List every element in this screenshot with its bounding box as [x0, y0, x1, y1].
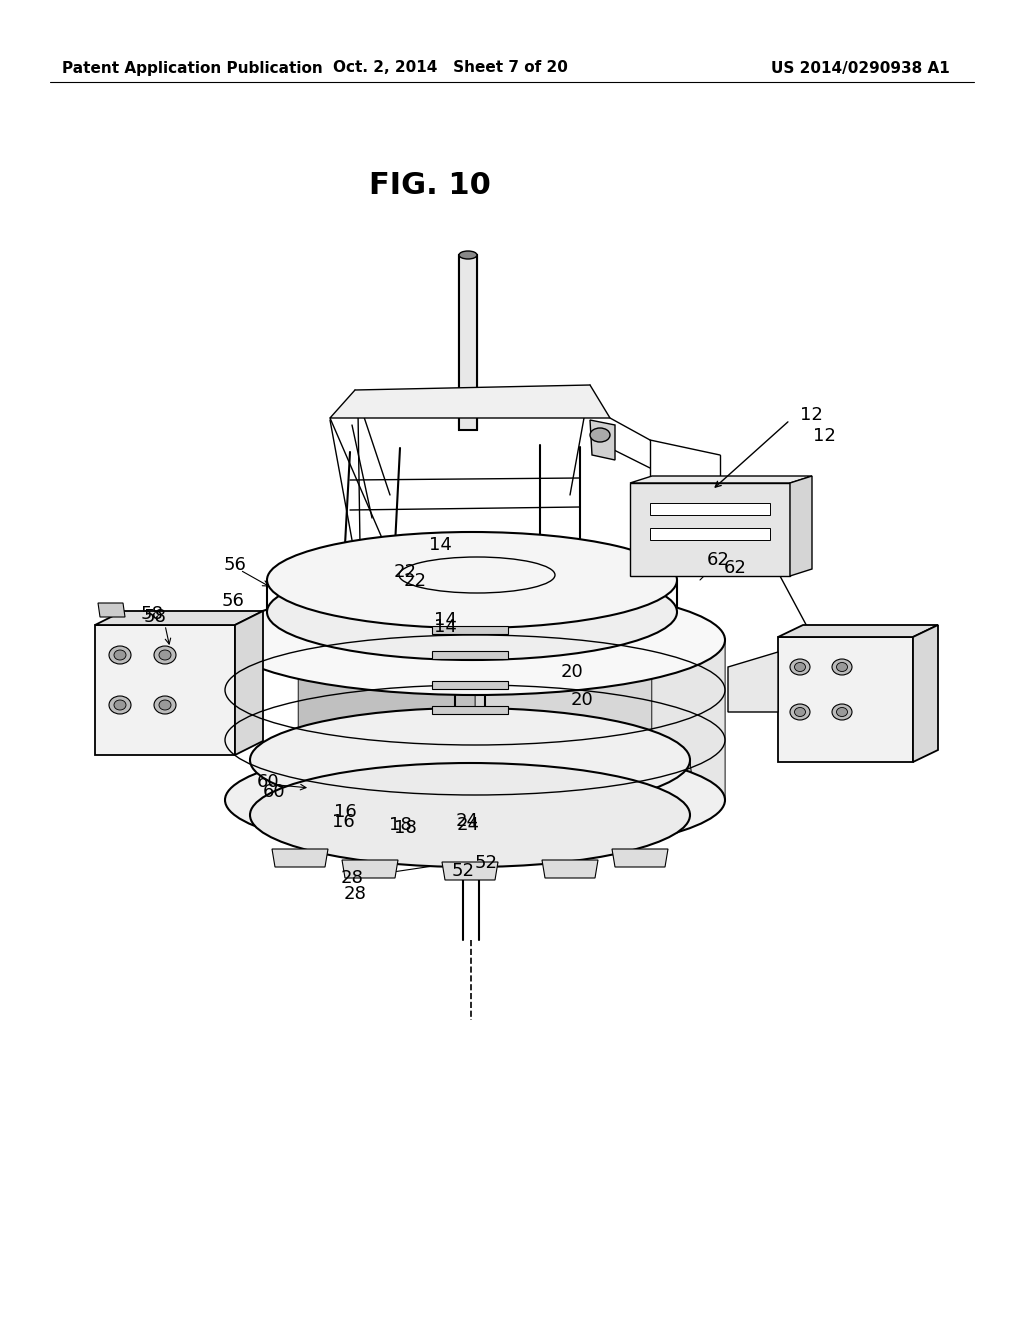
Text: 62: 62 — [724, 558, 746, 577]
Ellipse shape — [837, 663, 848, 672]
Polygon shape — [630, 477, 812, 483]
Text: 24: 24 — [456, 812, 478, 830]
Text: 22: 22 — [403, 572, 426, 590]
Text: 12: 12 — [800, 407, 823, 424]
Polygon shape — [626, 760, 695, 851]
Text: 28: 28 — [344, 884, 367, 903]
Text: 18: 18 — [394, 818, 417, 837]
Ellipse shape — [159, 700, 171, 710]
Text: Patent Application Publication: Patent Application Publication — [62, 61, 323, 75]
Polygon shape — [432, 706, 508, 714]
Polygon shape — [475, 678, 652, 855]
Polygon shape — [470, 797, 629, 867]
Text: 58: 58 — [140, 605, 163, 623]
Text: 22: 22 — [393, 564, 417, 581]
Polygon shape — [778, 638, 913, 762]
Text: 24: 24 — [457, 816, 479, 834]
Text: 62: 62 — [707, 550, 729, 569]
Polygon shape — [630, 483, 790, 576]
Text: 16: 16 — [332, 813, 354, 832]
Text: 14: 14 — [429, 536, 452, 554]
Text: 18: 18 — [389, 816, 412, 834]
Ellipse shape — [154, 696, 176, 714]
Text: 56: 56 — [223, 556, 247, 574]
Ellipse shape — [795, 663, 806, 672]
Polygon shape — [98, 603, 125, 616]
Text: 16: 16 — [334, 803, 356, 821]
Text: 20: 20 — [560, 663, 584, 681]
Polygon shape — [590, 420, 615, 459]
Polygon shape — [272, 849, 328, 867]
Polygon shape — [298, 678, 475, 855]
Text: 60: 60 — [263, 783, 286, 801]
Text: 60: 60 — [257, 774, 280, 791]
Polygon shape — [650, 528, 770, 540]
Text: 28: 28 — [341, 869, 364, 887]
Ellipse shape — [267, 532, 677, 628]
Ellipse shape — [225, 585, 725, 696]
Polygon shape — [542, 861, 598, 878]
Polygon shape — [432, 626, 508, 634]
Text: 52: 52 — [475, 854, 498, 873]
Polygon shape — [298, 585, 475, 762]
Polygon shape — [95, 611, 263, 624]
Ellipse shape — [590, 428, 610, 442]
Text: US 2014/0290938 A1: US 2014/0290938 A1 — [771, 61, 950, 75]
Polygon shape — [432, 681, 508, 689]
Text: 12: 12 — [813, 426, 836, 445]
Polygon shape — [459, 255, 477, 430]
Ellipse shape — [109, 696, 131, 714]
Polygon shape — [442, 862, 498, 880]
Text: 14: 14 — [434, 618, 457, 636]
Text: Oct. 2, 2014   Sheet 7 of 20: Oct. 2, 2014 Sheet 7 of 20 — [333, 61, 567, 75]
Ellipse shape — [790, 659, 810, 675]
Ellipse shape — [459, 251, 477, 259]
Polygon shape — [475, 585, 652, 762]
Ellipse shape — [250, 763, 690, 867]
Ellipse shape — [837, 708, 848, 717]
Polygon shape — [913, 624, 938, 762]
Ellipse shape — [154, 645, 176, 664]
Text: 20: 20 — [570, 690, 593, 709]
Polygon shape — [432, 651, 508, 659]
Ellipse shape — [790, 704, 810, 719]
Polygon shape — [790, 477, 812, 576]
Ellipse shape — [831, 659, 852, 675]
Polygon shape — [330, 385, 610, 418]
Ellipse shape — [114, 700, 126, 710]
Ellipse shape — [795, 708, 806, 717]
Ellipse shape — [831, 704, 852, 719]
Polygon shape — [728, 652, 778, 711]
Text: 56: 56 — [222, 591, 245, 610]
Ellipse shape — [267, 564, 677, 660]
Polygon shape — [650, 503, 770, 515]
Ellipse shape — [109, 645, 131, 664]
Polygon shape — [778, 624, 938, 638]
Ellipse shape — [114, 649, 126, 660]
Polygon shape — [652, 601, 725, 800]
Polygon shape — [626, 723, 695, 814]
Polygon shape — [612, 849, 668, 867]
Ellipse shape — [225, 744, 725, 855]
Polygon shape — [470, 708, 629, 779]
Ellipse shape — [159, 649, 171, 660]
Text: FIG. 10: FIG. 10 — [369, 170, 490, 199]
Polygon shape — [234, 611, 263, 755]
Ellipse shape — [250, 708, 690, 812]
Polygon shape — [342, 861, 398, 878]
Text: 52: 52 — [452, 862, 474, 880]
Polygon shape — [95, 624, 234, 755]
Text: 58: 58 — [143, 609, 167, 626]
Text: 14: 14 — [434, 611, 457, 630]
Polygon shape — [652, 640, 725, 840]
